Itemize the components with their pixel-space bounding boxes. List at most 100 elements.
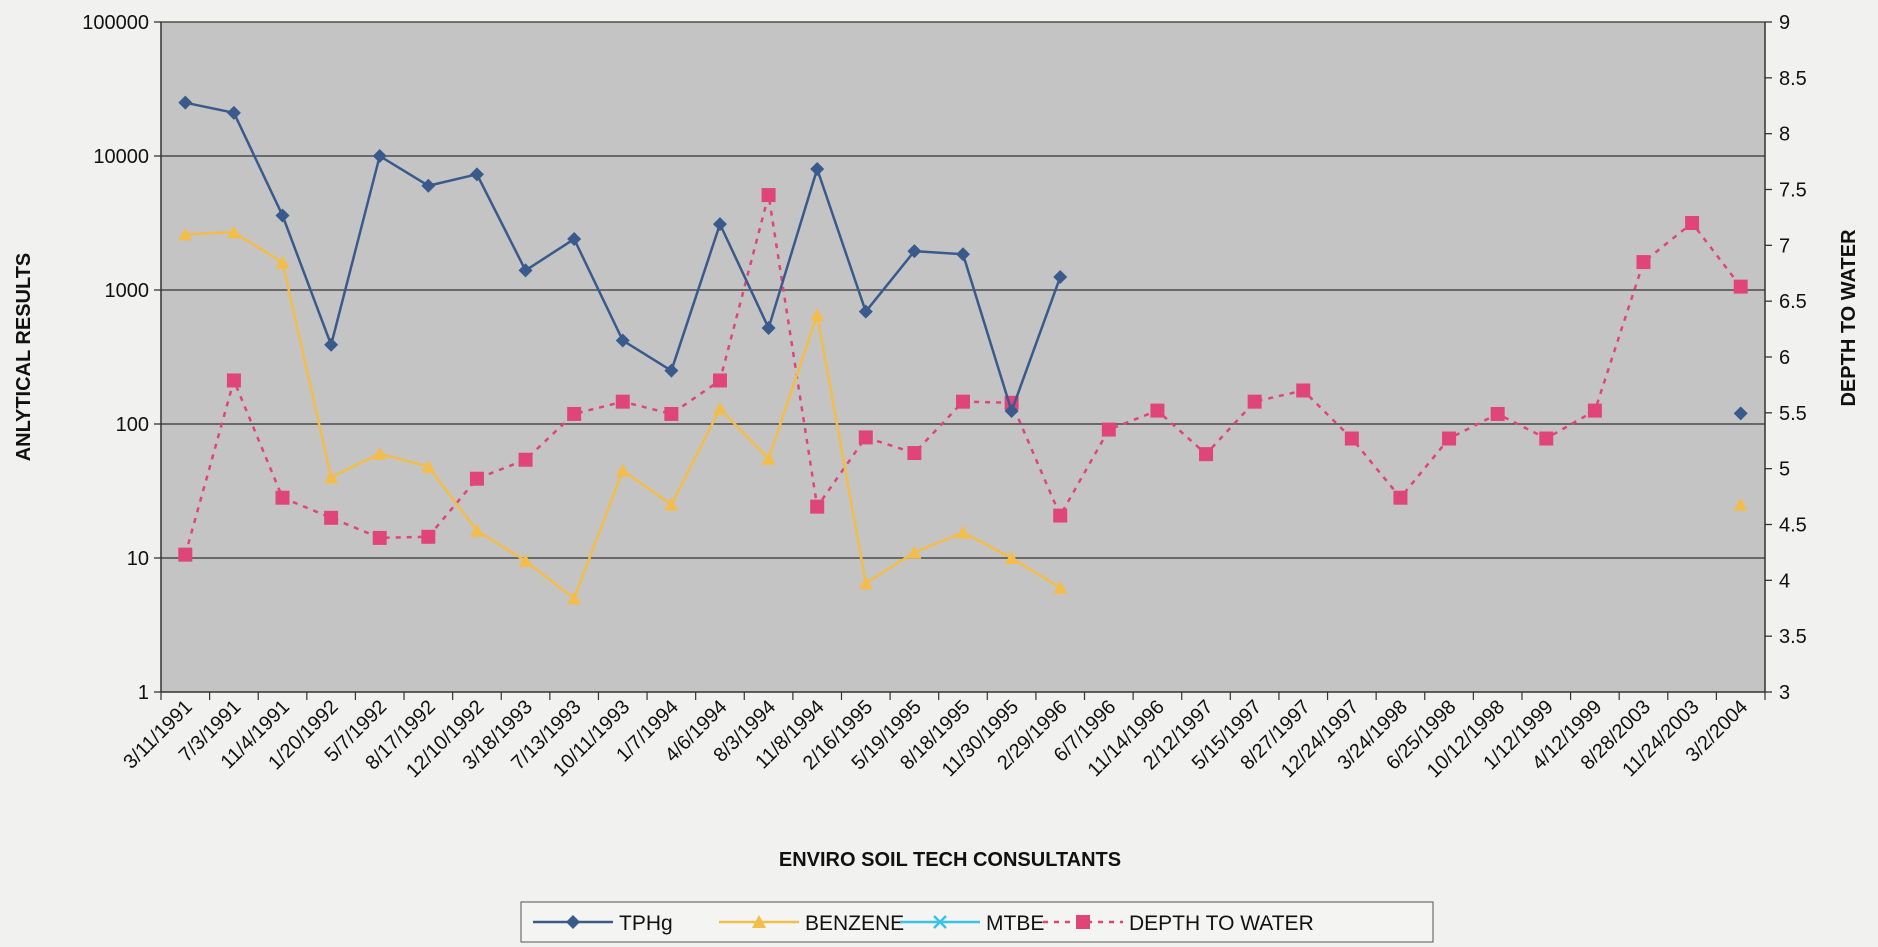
y2-tick-label: 9: [1779, 12, 1790, 34]
data-point: [810, 161, 825, 176]
data-point: [1636, 255, 1651, 270]
y2-tick-label: 3.5: [1779, 626, 1807, 648]
legend-label: TPHg: [619, 912, 673, 935]
data-point: [275, 255, 290, 269]
data-point: [518, 553, 533, 567]
gridlines: [161, 21, 1765, 559]
data-point: [567, 591, 582, 605]
data-point: [615, 463, 630, 477]
data-point: [1004, 404, 1019, 419]
legend: TPHg BENZENE MTBE DEPTH TO WATER: [520, 901, 1434, 943]
y2-tick-label: 7: [1779, 235, 1790, 257]
series-group: [178, 95, 1748, 605]
data-point: [1296, 383, 1311, 398]
data-point: [1733, 497, 1748, 511]
y-tick-label: 10000: [93, 146, 149, 168]
y2-axis-title: DEPTH TO WATER: [1838, 229, 1860, 407]
y-axis-title: ANLYTICAL RESULTS: [13, 253, 35, 462]
y2-tick-label: 7.5: [1779, 180, 1807, 202]
data-point: [664, 497, 679, 511]
legend-marker: [933, 915, 947, 929]
data-point: [324, 510, 339, 525]
legend-label: MTBE: [986, 912, 1044, 935]
data-point: [664, 406, 679, 421]
series-tphg: [178, 95, 1748, 421]
data-point: [372, 446, 387, 460]
data-point: [518, 452, 533, 467]
data-point: [1587, 403, 1602, 418]
data-point: [275, 490, 290, 505]
data-point: [469, 167, 484, 182]
data-point: [956, 525, 970, 539]
data-point: [761, 188, 776, 203]
y2-tick-label: 6.5: [1779, 291, 1807, 313]
data-point: [1247, 394, 1262, 409]
data-point: [1733, 406, 1748, 421]
data-point: [907, 545, 922, 559]
data-point: [1004, 551, 1019, 564]
series-line: [184, 193, 1742, 555]
data-point: [858, 430, 873, 445]
data-point: [421, 178, 436, 193]
data-point: [372, 149, 387, 163]
data-point: [858, 576, 873, 590]
y2-tick-label: 3: [1779, 682, 1790, 704]
data-point: [469, 471, 484, 486]
legend-marker: [1076, 915, 1090, 929]
y2-tick-label: 8.5: [1779, 68, 1807, 90]
data-point: [615, 394, 630, 409]
data-point: [1053, 270, 1068, 285]
data-point: [712, 373, 727, 388]
y-tick-label: 100000: [82, 12, 149, 34]
data-point: [1053, 508, 1068, 523]
series-depth-to-water: [178, 188, 1748, 562]
y2-tick-label: 6: [1779, 347, 1790, 369]
data-point: [518, 263, 533, 278]
data-point: [761, 451, 776, 465]
y2-tick-label: 5: [1779, 459, 1790, 481]
y-tick-label: 1000: [105, 280, 150, 302]
data-point: [421, 529, 436, 544]
data-point: [178, 547, 193, 562]
data-point: [1344, 431, 1359, 446]
data-point: [1101, 422, 1116, 437]
data-point: [956, 247, 970, 262]
y2-tick-label: 8: [1779, 124, 1790, 146]
y2-tick-label: 4: [1779, 570, 1790, 592]
y2-tick-label: 4.5: [1779, 515, 1807, 537]
data-point: [810, 499, 825, 514]
data-point: [1053, 580, 1068, 594]
data-point: [615, 333, 630, 348]
data-point: [324, 470, 339, 484]
data-point: [712, 401, 727, 415]
data-point: [275, 208, 290, 223]
data-point: [567, 232, 582, 247]
data-point: [907, 244, 922, 259]
data-point: [226, 373, 241, 388]
series-benzene: [178, 225, 1748, 605]
y-tick-label: 1: [138, 682, 149, 704]
data-point: [1442, 431, 1457, 446]
data-point: [372, 530, 387, 545]
data-point: [469, 523, 484, 537]
data-point: [567, 406, 582, 421]
legend-label: DEPTH TO WATER: [1129, 912, 1314, 935]
data-point: [664, 363, 679, 378]
data-point: [810, 308, 825, 322]
data-point: [956, 394, 970, 409]
data-point: [1539, 431, 1554, 446]
data-point: [1685, 216, 1700, 230]
data-point: [761, 321, 776, 336]
data-point: [226, 105, 241, 120]
data-point: [907, 446, 922, 461]
y-tick-label: 10: [127, 548, 149, 570]
y-tick-label: 100: [116, 414, 149, 436]
data-point: [1393, 490, 1408, 505]
data-point: [324, 337, 339, 352]
data-point: [1490, 406, 1505, 421]
data-point: [178, 227, 193, 241]
y2-tick-label: 5.5: [1779, 403, 1807, 425]
legend-marker: [752, 915, 766, 928]
data-point: [178, 95, 193, 110]
